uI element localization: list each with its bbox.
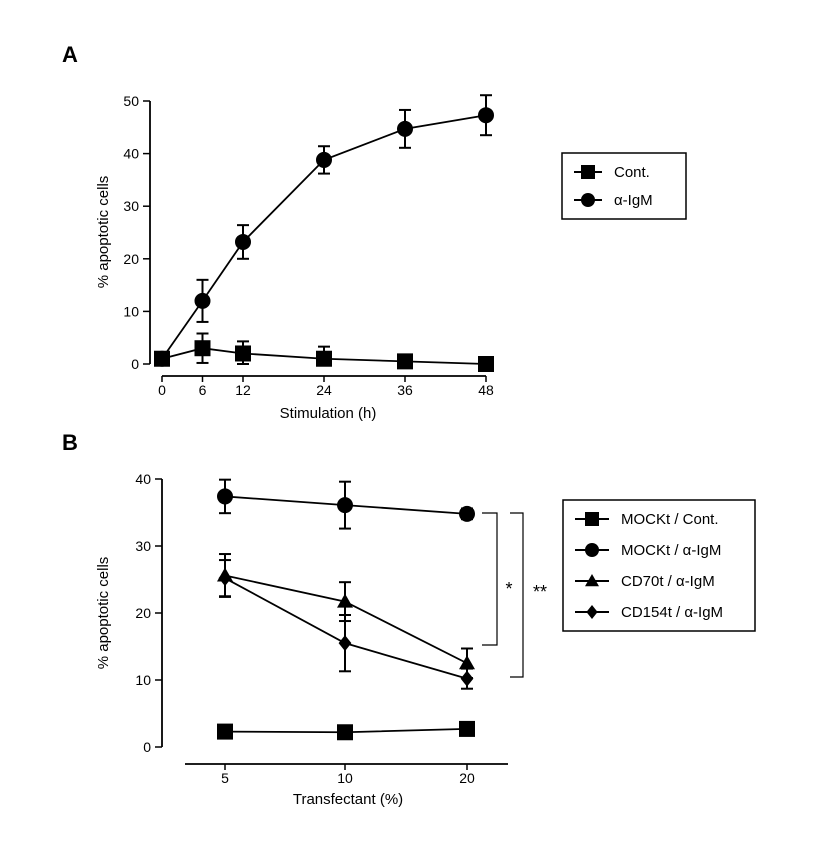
y-tick-label-0: 0: [131, 356, 139, 372]
series-1-point-2: [235, 233, 251, 250]
legend-label-1: α-IgM: [614, 192, 653, 209]
series-3-point-2: [460, 670, 474, 687]
series-3-point-1: [338, 635, 352, 652]
panel-b-xlabel: Transfectant (%): [293, 791, 403, 808]
legend-marker-1: [581, 193, 595, 207]
legend-label-0: MOCKt / Cont.: [621, 511, 719, 528]
legend-label-0: Cont.: [614, 164, 650, 181]
y-tick-label-20: 20: [123, 251, 139, 267]
series-1-point-4: [397, 120, 413, 137]
legend-label-1: MOCKt / α-IgM: [621, 542, 721, 559]
panel-a-ylabel: % apoptotic cells: [95, 176, 112, 289]
y-tick-label-40: 40: [135, 471, 151, 487]
y-tick-label-30: 30: [135, 538, 151, 554]
series-0-point-1: [194, 340, 211, 357]
x-tick-label-48: 48: [478, 382, 494, 398]
legend-box: [562, 499, 756, 632]
y-tick-label-30: 30: [123, 198, 139, 214]
chart-a: 0 10 20 30 40 50 0 6 12 24 36 48 Cont. α-IgM: [123, 93, 687, 398]
series-0-point-3: [316, 350, 332, 367]
x-tick-label-20: 20: [459, 770, 475, 786]
series-2-point-1: [337, 593, 353, 608]
panel-b-label: B: [62, 430, 78, 455]
panel-a-xlabel: Stimulation (h): [280, 405, 377, 422]
x-tick-label-36: 36: [397, 382, 413, 398]
series-0-point-4: [397, 353, 413, 370]
x-tick-label-12: 12: [235, 382, 251, 398]
x-tick-label-0: 0: [158, 382, 166, 398]
legend-label-3: CD154t / α-IgM: [621, 604, 723, 621]
significance-bracket-outer: [510, 512, 524, 678]
y-tick-label-50: 50: [123, 93, 139, 109]
y-tick-label-20: 20: [135, 605, 151, 621]
significance-label-1: **: [533, 582, 547, 602]
y-tick-label-10: 10: [135, 672, 151, 688]
legend-marker-0: [585, 512, 599, 526]
panel-a-label: A: [62, 42, 78, 67]
y-tick-label-40: 40: [123, 146, 139, 162]
series-0-point-2: [235, 345, 251, 362]
series-2-point-2: [459, 655, 475, 670]
significance-label-0: *: [505, 579, 512, 599]
x-tick-label-24: 24: [316, 382, 332, 398]
x-tick-label-6: 6: [199, 382, 207, 398]
legend-marker-1: [585, 543, 599, 557]
series-1-point-3: [316, 151, 332, 168]
series-1-point-2: [459, 505, 475, 522]
significance-bracket-inner: [482, 512, 498, 646]
x-tick-label-10: 10: [337, 770, 353, 786]
series-1-point-1: [337, 497, 353, 514]
series-1-line: [161, 114, 487, 360]
legend-box: [561, 152, 687, 220]
series-1-point-0: [154, 350, 170, 367]
series-0-point-2: [459, 720, 475, 737]
legend-marker-3: [586, 605, 598, 619]
series-1-point-5: [478, 107, 494, 124]
y-tick-label-10: 10: [123, 303, 139, 319]
legend-marker-2: [585, 574, 599, 587]
legend-marker-0: [581, 165, 595, 179]
series-1-point-0: [217, 488, 233, 505]
x-tick-label-5: 5: [221, 770, 229, 786]
y-tick-label-0: 0: [143, 739, 151, 755]
series-0-point-0: [217, 723, 233, 740]
series-0-point-5: [478, 356, 494, 372]
series-1-point-1: [194, 292, 211, 309]
legend-label-2: CD70t / α-IgM: [621, 573, 715, 590]
panel-b-ylabel: % apoptotic cells: [95, 557, 112, 670]
series-3-point-0: [218, 570, 232, 587]
series-0-point-1: [337, 724, 353, 741]
